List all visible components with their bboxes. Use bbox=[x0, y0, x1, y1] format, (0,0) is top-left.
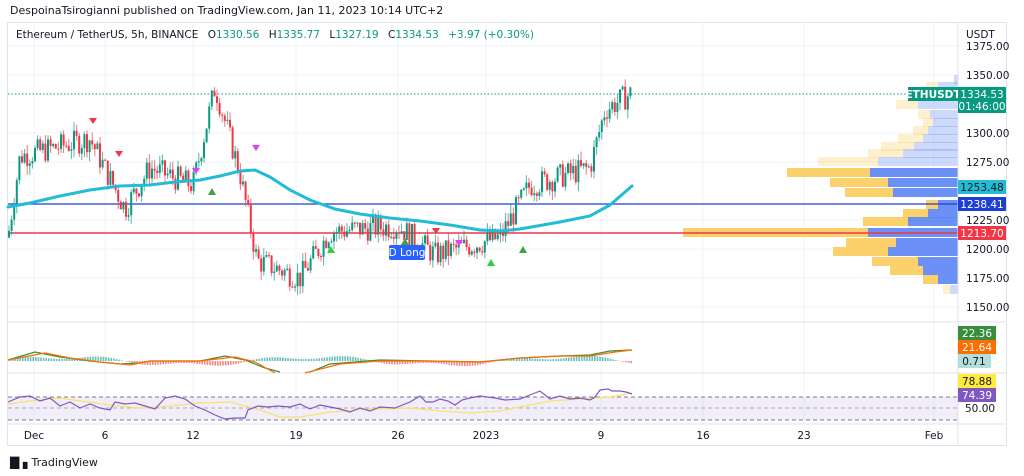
macd-tag: 22.36 bbox=[958, 326, 996, 340]
rsi-ma-tag: 78.88 bbox=[958, 374, 996, 388]
price-tick: 1350.00 bbox=[966, 70, 1009, 82]
macd-pane bbox=[7, 349, 633, 374]
buy-signal-icon bbox=[487, 259, 495, 266]
time-tick: 2023 bbox=[473, 430, 500, 442]
price-axis[interactable]: 1375.00 1350.00 1300.00 1275.00 1225.00 1200.… bbox=[966, 41, 1009, 314]
symbol-tag-text: ETHUSDT bbox=[905, 89, 961, 101]
blue-line-price-tag: 1238.41 bbox=[958, 197, 1006, 211]
publisher-line: DespoinaTsirogianni published on Trading… bbox=[10, 4, 444, 17]
volume-profile bbox=[683, 75, 958, 294]
ema-price-tag: 1253.48 bbox=[958, 180, 1006, 194]
change-value: +3.97 (+0.30%) bbox=[448, 29, 534, 41]
currency-label: USDT bbox=[966, 29, 995, 41]
sell-signal-icon bbox=[432, 228, 440, 234]
buy-signal-icon bbox=[208, 188, 216, 195]
last-price-tag: 1334.53 01:46:00 bbox=[958, 87, 1006, 113]
d-long-text: D Long bbox=[389, 247, 426, 259]
macd-signal-tag: 21.64 bbox=[958, 340, 996, 354]
signal-markers bbox=[89, 118, 527, 266]
low-value: 1327.19 bbox=[335, 29, 379, 41]
price-tick: 1375.00 bbox=[966, 41, 1009, 53]
time-axis[interactable]: Dec 6 12 19 26 2023 9 16 23 Feb bbox=[24, 430, 944, 442]
footer: ▇▗ TradingView bbox=[10, 455, 98, 469]
macd-hist-tag: 0.71 bbox=[958, 354, 991, 368]
time-tick: Feb bbox=[925, 430, 944, 442]
time-tick: 9 bbox=[598, 430, 605, 442]
rsi-pane bbox=[7, 388, 958, 421]
price-tick: 1225.00 bbox=[966, 215, 1009, 227]
red-line-price-tag: 1213.70 bbox=[958, 226, 1006, 240]
time-tick: 26 bbox=[391, 430, 405, 442]
macd-hist-value: 0.71 bbox=[962, 356, 985, 368]
macd-signal-value: 21.64 bbox=[962, 342, 992, 354]
sell-signal-icon bbox=[89, 118, 97, 124]
low-label: L bbox=[329, 29, 336, 41]
time-tick: 6 bbox=[102, 430, 109, 442]
brand-name[interactable]: TradingView bbox=[31, 455, 98, 469]
sell-signal-icon bbox=[252, 145, 260, 151]
last-price-text: 1334.53 bbox=[960, 89, 1003, 101]
sell-signal-icon bbox=[455, 240, 463, 246]
open-label: O bbox=[207, 29, 216, 41]
close-label: C bbox=[388, 29, 396, 41]
sell-signal-icon bbox=[192, 168, 200, 174]
price-tick: 1200.00 bbox=[966, 244, 1009, 256]
blue-line-tag-text: 1238.41 bbox=[960, 199, 1003, 211]
grid-lines bbox=[8, 22, 958, 424]
d-long-label: D Long bbox=[389, 245, 426, 260]
sell-signal-icon bbox=[115, 151, 123, 157]
ema-tag-text: 1253.48 bbox=[960, 182, 1003, 194]
high-label: H bbox=[268, 29, 277, 41]
ohlc-legend: Ethereum / TetherUS, 5h, BINANCE O1330.5… bbox=[16, 29, 534, 41]
price-tick: 1150.00 bbox=[966, 302, 1009, 314]
high-value: 1335.77 bbox=[276, 29, 321, 41]
close-value: 1334.53 bbox=[395, 29, 439, 41]
chart-frame bbox=[7, 22, 1007, 446]
open-value: 1330.56 bbox=[215, 29, 260, 41]
rsi-ma-value: 78.88 bbox=[962, 376, 992, 388]
price-tick: 1175.00 bbox=[966, 273, 1009, 285]
buy-signal-icon bbox=[327, 246, 335, 253]
tradingview-logo-icon[interactable]: ▇▗ bbox=[10, 455, 27, 469]
buy-signal-icon bbox=[519, 246, 527, 253]
macd-value: 22.36 bbox=[962, 328, 992, 340]
countdown-text: 01:46:00 bbox=[958, 101, 1005, 113]
time-tick: 23 bbox=[797, 430, 810, 442]
rsi-value: 74.39 bbox=[962, 390, 992, 402]
time-tick: 16 bbox=[696, 430, 710, 442]
symbol-tag: ETHUSDT bbox=[905, 87, 961, 101]
price-tick: 1300.00 bbox=[966, 128, 1009, 140]
ema-line bbox=[6, 168, 634, 233]
time-tick: 19 bbox=[289, 430, 302, 442]
price-tick: 1275.00 bbox=[966, 157, 1009, 169]
rsi-tag: 74.39 bbox=[958, 388, 996, 402]
symbol-description[interactable]: Ethereum / TetherUS, 5h, BINANCE bbox=[16, 29, 199, 41]
time-tick: 12 bbox=[186, 430, 199, 442]
buy-signal-icon bbox=[401, 238, 409, 245]
rsi-mid-label: 50.00 bbox=[965, 403, 995, 415]
time-tick: Dec bbox=[24, 430, 45, 442]
red-line-tag-text: 1213.70 bbox=[960, 228, 1003, 240]
